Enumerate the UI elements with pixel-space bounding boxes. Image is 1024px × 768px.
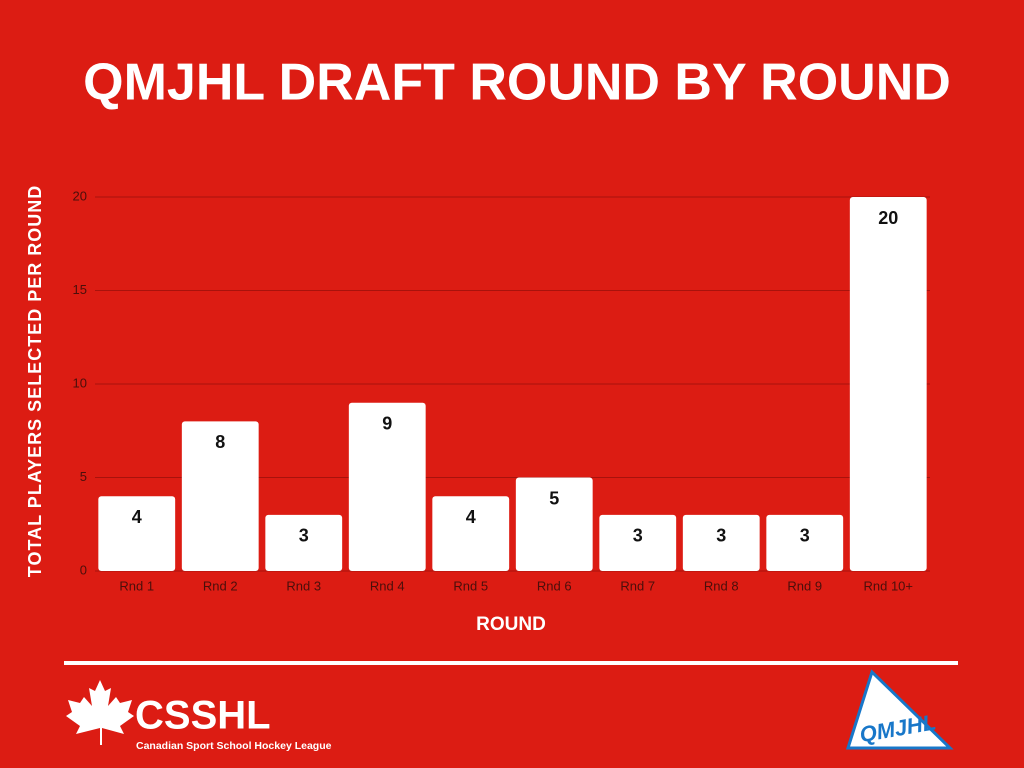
bar-value-label: 8 [215,432,225,452]
y-tick-label: 20 [73,188,87,203]
csshl-tagline: Canadian Sport School Hockey League [136,740,332,752]
x-tick-label: Rnd 3 [286,578,321,593]
bar [98,496,176,571]
bar [849,197,927,571]
qmjhl-logo: QMJHL [845,669,954,750]
bar [599,514,677,571]
y-axis-label: TOTAL PLAYERS SELECTED PER ROUND [25,185,45,577]
bar-value-label: 3 [800,526,810,546]
bar-value-label: 9 [382,413,392,433]
bar [265,514,343,571]
bar-value-label: 4 [466,507,476,527]
x-tick-label: Rnd 10+ [863,578,913,593]
bar [515,477,593,571]
x-tick-label: Rnd 2 [203,578,238,593]
csshl-text: CSSHL [135,694,271,738]
bar-value-label: 3 [633,526,643,546]
x-tick-label: Rnd 7 [620,578,655,593]
y-tick-label: 0 [80,562,87,577]
x-axis-label: ROUND [476,614,546,635]
maple-leaf [66,680,134,745]
bar-value-label: 5 [549,488,559,508]
bar [766,514,844,571]
chart-title: QMJHL DRAFT ROUND BY ROUND [83,54,951,112]
y-tick-label: 5 [80,469,87,484]
x-tick-label: Rnd 8 [704,578,739,593]
y-tick-label: 10 [73,375,87,390]
x-tick-label: Rnd 9 [787,578,822,593]
bar-value-label: 4 [132,507,142,527]
x-tick-label: Rnd 6 [537,578,572,593]
bar-value-label: 3 [299,526,309,546]
bar [181,421,259,571]
bar [348,402,426,571]
csshl-logo: CSSHL Canadian Sport School Hockey Leagu… [66,680,332,752]
bar-value-label: 20 [878,208,898,228]
bar [682,514,760,571]
x-tick-label: Rnd 1 [119,578,154,593]
bar-value-label: 3 [716,526,726,546]
bar [432,496,510,571]
x-tick-label: Rnd 4 [370,578,405,593]
x-tick-label: Rnd 5 [453,578,488,593]
qmjhl-triangle [845,669,954,750]
y-tick-label: 15 [73,282,87,297]
